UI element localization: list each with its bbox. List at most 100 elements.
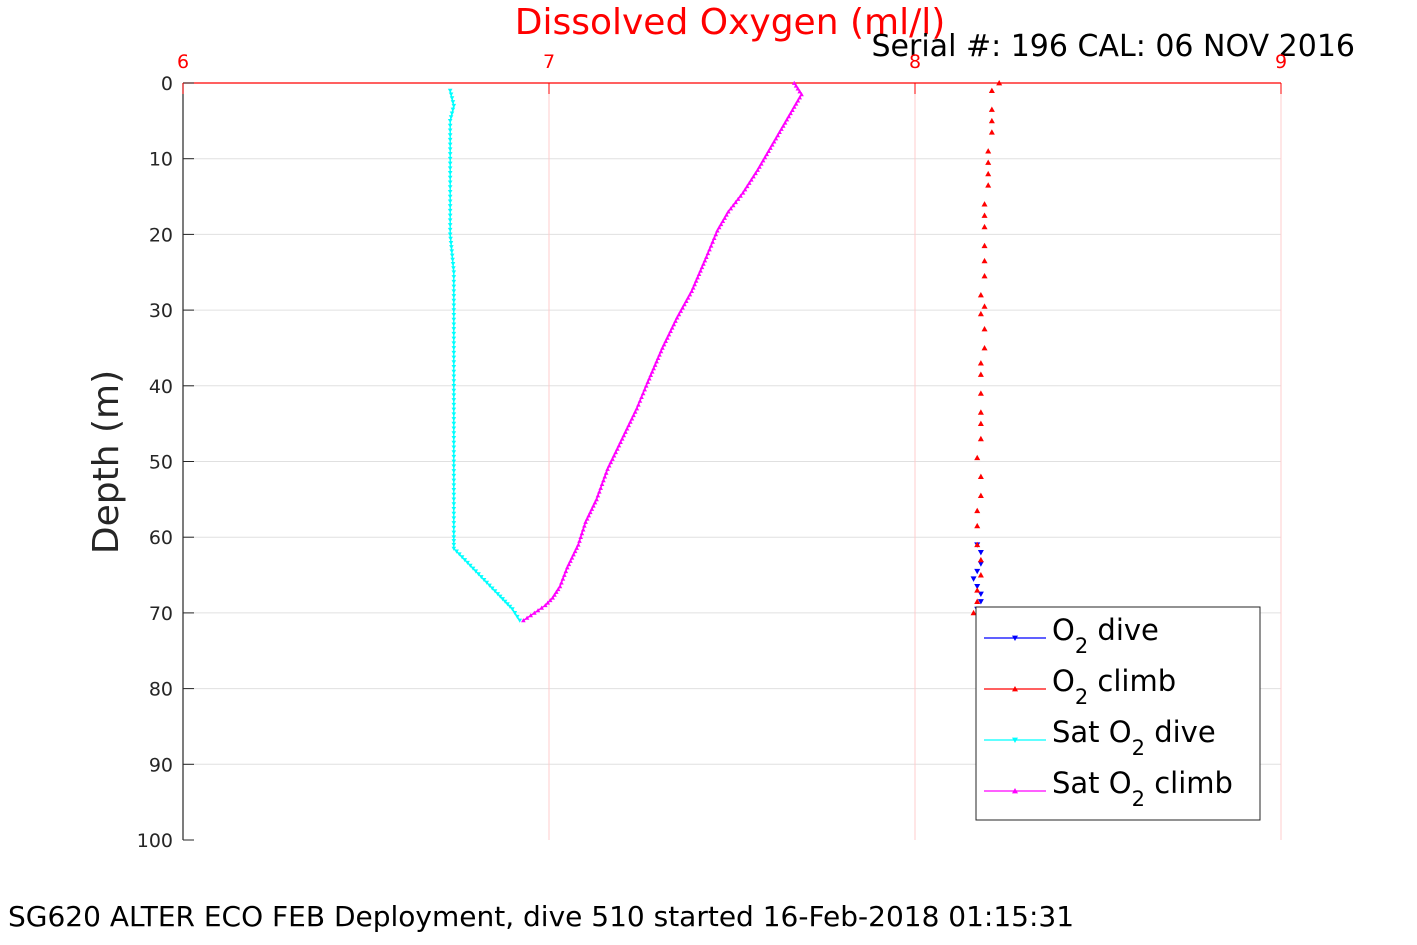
data-point-marker bbox=[470, 566, 476, 571]
series-layer bbox=[447, 80, 1003, 623]
data-point-marker bbox=[451, 516, 457, 521]
data-point-marker bbox=[702, 258, 708, 263]
chart-footer: SG620 ALTER ECO FEB Deployment, dive 510… bbox=[8, 900, 1074, 933]
data-point-marker bbox=[762, 155, 768, 160]
data-point-marker bbox=[698, 268, 703, 273]
data-point-marker bbox=[552, 592, 557, 597]
data-point-marker bbox=[692, 282, 697, 287]
data-point-marker bbox=[451, 365, 457, 370]
data-point-marker bbox=[451, 431, 457, 436]
chart-subtitle: Serial #: 196 CAL: 06 NOV 2016 bbox=[872, 29, 1355, 64]
data-point bbox=[447, 156, 453, 161]
legend-label: Sat O2 dive bbox=[1052, 715, 1216, 760]
data-point-marker bbox=[606, 463, 612, 468]
data-point-marker bbox=[636, 402, 641, 407]
data-point-marker bbox=[602, 474, 608, 479]
data-point-marker bbox=[447, 128, 453, 133]
series-sat_dive bbox=[447, 88, 523, 623]
data-point bbox=[977, 599, 984, 605]
data-point-marker bbox=[599, 481, 605, 487]
data-point-marker bbox=[451, 469, 457, 474]
y-axis-label: Depth (m) bbox=[86, 370, 127, 554]
data-point bbox=[451, 421, 457, 426]
data-point-marker bbox=[598, 485, 603, 490]
data-point-marker bbox=[628, 419, 633, 424]
data-point-marker bbox=[535, 608, 541, 613]
data-point-marker bbox=[451, 350, 457, 355]
data-point-marker bbox=[500, 597, 505, 602]
data-point-marker bbox=[451, 336, 457, 341]
data-point-marker bbox=[595, 493, 601, 498]
data-point-marker bbox=[780, 123, 786, 128]
data-point bbox=[981, 326, 988, 332]
data-point-marker bbox=[451, 539, 457, 544]
data-point-marker bbox=[658, 349, 664, 354]
data-point-marker bbox=[749, 177, 754, 182]
data-point-marker bbox=[687, 292, 693, 297]
data-point-marker bbox=[447, 199, 453, 204]
data-point-marker bbox=[696, 271, 702, 276]
data-point-marker bbox=[610, 456, 615, 461]
y-tick-label: 0 bbox=[161, 73, 173, 95]
legend-marker bbox=[1012, 788, 1018, 794]
data-point bbox=[977, 291, 984, 298]
data-point bbox=[977, 435, 984, 442]
data-point-marker bbox=[764, 151, 770, 157]
data-point-marker bbox=[584, 516, 590, 521]
data-point-marker bbox=[733, 199, 738, 205]
data-point bbox=[974, 541, 981, 548]
data-point-marker bbox=[735, 196, 741, 201]
data-point bbox=[510, 607, 515, 612]
data-point-marker bbox=[720, 218, 726, 223]
data-point bbox=[704, 254, 709, 259]
data-point-marker bbox=[724, 212, 729, 217]
data-point-marker bbox=[451, 303, 457, 308]
data-point bbox=[575, 542, 581, 547]
data-point-marker bbox=[524, 615, 530, 620]
axes: 0 10 20 30 40 50 60 70 80 90 100 6 7 8 9 bbox=[137, 51, 1287, 852]
data-point-marker bbox=[597, 489, 602, 494]
data-point-marker bbox=[562, 572, 567, 577]
data-point-marker bbox=[775, 133, 781, 138]
data-point-marker bbox=[451, 426, 457, 431]
data-point bbox=[451, 535, 457, 540]
data-point-marker bbox=[447, 171, 453, 176]
data-point-marker bbox=[451, 298, 457, 303]
data-point-marker bbox=[571, 552, 576, 557]
data-point bbox=[451, 346, 457, 351]
data-point-marker bbox=[579, 531, 585, 536]
data-point-marker bbox=[588, 510, 593, 515]
data-point bbox=[981, 303, 988, 309]
data-point-marker bbox=[728, 206, 734, 211]
data-point-marker bbox=[447, 175, 453, 180]
data-point bbox=[451, 103, 457, 109]
data-point-marker bbox=[768, 145, 773, 150]
legend-box bbox=[975, 606, 1261, 821]
data-point-marker bbox=[451, 407, 457, 412]
data-point-marker bbox=[545, 600, 551, 605]
data-point bbox=[981, 223, 988, 230]
data-point-marker bbox=[451, 417, 457, 422]
data-point bbox=[543, 603, 548, 608]
data-point-marker bbox=[578, 534, 584, 540]
legend-label: O2 climb bbox=[1052, 664, 1176, 709]
data-point-marker bbox=[566, 561, 572, 567]
data-point-marker bbox=[450, 100, 456, 105]
data-point-marker bbox=[447, 185, 453, 190]
data-point-marker bbox=[669, 325, 675, 330]
data-point-marker bbox=[608, 460, 614, 465]
data-point-marker bbox=[769, 142, 775, 147]
data-point-marker bbox=[451, 312, 457, 318]
data-point-marker bbox=[451, 393, 457, 398]
data-point-marker bbox=[451, 331, 457, 337]
data-point-marker bbox=[448, 236, 453, 241]
data-point bbox=[970, 576, 977, 582]
data-point-marker bbox=[447, 123, 453, 128]
data-point-marker bbox=[451, 450, 457, 455]
data-point bbox=[473, 569, 479, 574]
data-point-marker bbox=[451, 530, 457, 535]
y-tick-label: 90 bbox=[149, 754, 173, 776]
data-point-marker bbox=[451, 341, 457, 346]
data-point-marker bbox=[668, 328, 673, 333]
data-point bbox=[988, 87, 995, 93]
